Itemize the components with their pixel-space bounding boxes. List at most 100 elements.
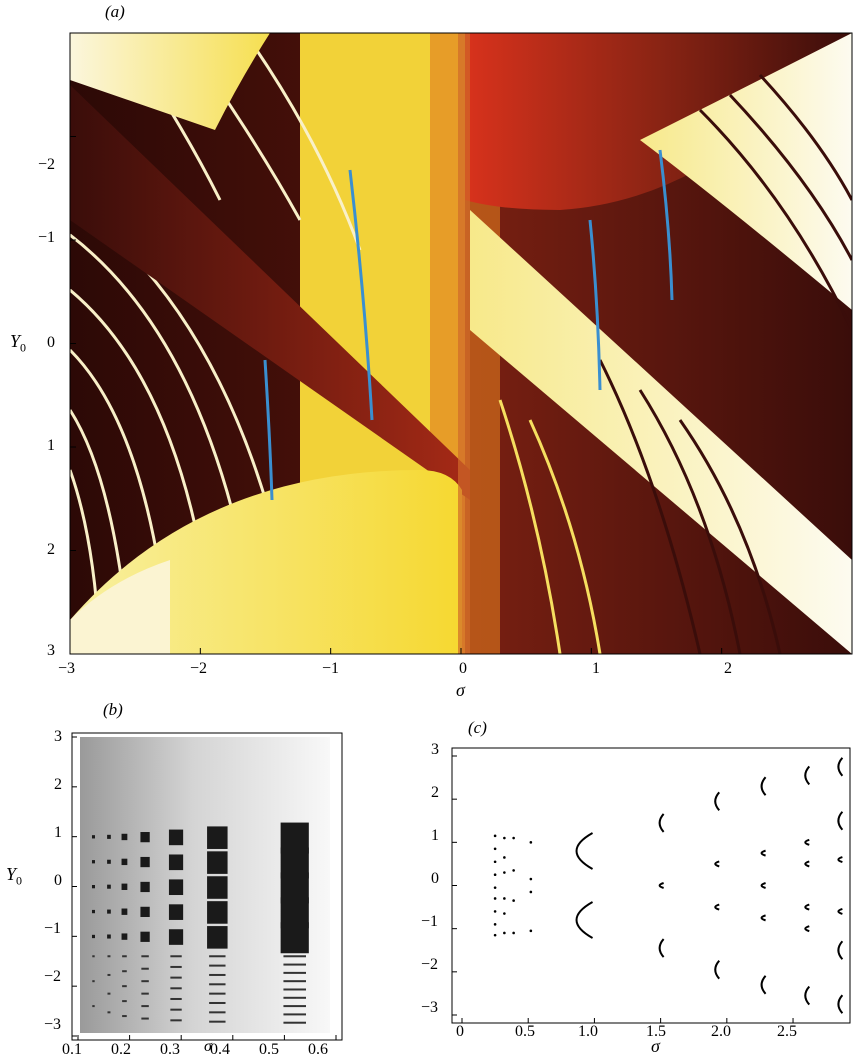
c-point — [503, 931, 506, 935]
b-x-tick: 0.5 — [259, 1041, 279, 1058]
panel-c-label: (c) — [468, 718, 487, 737]
b-island — [170, 1019, 182, 1022]
panel-b-label: (b) — [103, 700, 123, 719]
b-x-axis-title-visible: σ — [204, 1038, 212, 1055]
b-island — [283, 971, 306, 974]
blue-streaks — [263, 149, 674, 501]
b-island — [107, 934, 111, 939]
bottom-left-cream — [70, 560, 170, 654]
b-island — [283, 980, 306, 983]
b-island — [207, 851, 228, 874]
a-x-axis-title: σ — [456, 680, 465, 700]
b-island — [209, 983, 226, 986]
b-y-axis-title: Y0 — [6, 864, 23, 888]
b-island — [141, 980, 149, 983]
c-arc — [837, 940, 844, 960]
a-y-axis-title: Y0 — [10, 331, 27, 355]
a-y-tick: 2 — [47, 541, 55, 558]
b-island — [121, 933, 128, 940]
c-arc — [804, 985, 811, 1006]
c-point — [493, 897, 497, 900]
b-island — [170, 987, 182, 990]
b-island — [170, 1008, 182, 1011]
b-island — [141, 967, 149, 970]
b-island — [209, 992, 226, 995]
b-island — [140, 856, 150, 868]
b-island — [168, 904, 184, 920]
b-island — [141, 955, 149, 958]
c-x-tick: 1.5 — [646, 1023, 666, 1040]
b-island — [140, 832, 150, 843]
b-y-tick: 0 — [54, 872, 62, 889]
b-island — [91, 860, 95, 864]
b-island — [140, 906, 150, 917]
b-island — [107, 859, 111, 864]
c-point — [493, 923, 497, 926]
c-arc — [760, 882, 766, 889]
b-island — [91, 934, 95, 939]
c-y-tick: 0 — [431, 870, 439, 887]
a-x-tick: −3 — [58, 660, 76, 677]
a-x-tick: −1 — [322, 660, 340, 677]
b-y-tick: −2 — [44, 968, 62, 985]
b-island — [209, 973, 226, 976]
c-arc — [804, 860, 810, 868]
c-y-tick: 3 — [431, 741, 439, 758]
b-island — [122, 970, 127, 973]
c-x-axis-title: σ — [651, 1036, 660, 1056]
panel-a-plot — [69, 32, 853, 655]
c-arc — [804, 925, 810, 933]
c-arc — [714, 960, 721, 980]
b-island — [92, 955, 95, 958]
c-x-tick: 2.0 — [711, 1023, 731, 1040]
diagonal-band-right — [470, 210, 852, 654]
a-x-tick: 0 — [459, 660, 467, 677]
a-x-tick: 2 — [724, 660, 732, 677]
b-island — [209, 1020, 226, 1023]
a-y-tick: −1 — [38, 229, 56, 246]
b-island — [207, 901, 228, 924]
b-island — [122, 955, 127, 958]
c-arc — [714, 791, 721, 811]
c-x-tick: 2.5 — [777, 1023, 797, 1040]
b-island — [107, 834, 111, 839]
b-island — [91, 835, 95, 839]
b-island — [121, 858, 128, 866]
b-x-tick: 0.4 — [210, 1041, 230, 1058]
c-arc — [658, 882, 664, 889]
c-arc — [760, 849, 766, 857]
b-island — [209, 1011, 226, 1014]
b-island — [168, 879, 184, 896]
b-island — [92, 1005, 95, 1008]
b-island — [121, 833, 128, 841]
b-island — [283, 963, 306, 966]
c-point — [529, 841, 533, 844]
b-island — [207, 876, 228, 899]
panel-a-label: (a) — [105, 2, 125, 21]
b-island — [121, 883, 128, 890]
b-y-tick: 3 — [54, 728, 62, 745]
b-island — [170, 955, 182, 958]
top-red-dome — [465, 33, 852, 210]
c-arc — [714, 903, 720, 911]
c-arc — [804, 903, 810, 911]
b-island — [168, 929, 184, 945]
c-arc — [837, 757, 844, 777]
a-y-tick: 1 — [47, 437, 55, 454]
c-point — [493, 834, 497, 838]
c-point — [529, 929, 533, 933]
b-island — [107, 992, 111, 995]
c-arc — [575, 832, 594, 870]
c-y-tick: −2 — [421, 956, 439, 973]
b-island — [283, 996, 306, 999]
c-x-tick: 0 — [456, 1023, 464, 1040]
c-arc — [804, 765, 811, 786]
b-island — [283, 988, 306, 991]
b-island — [107, 1011, 111, 1014]
c-point — [503, 836, 506, 840]
c-point — [503, 856, 506, 859]
a-y-tick: −2 — [38, 156, 56, 173]
c-point — [529, 877, 533, 881]
